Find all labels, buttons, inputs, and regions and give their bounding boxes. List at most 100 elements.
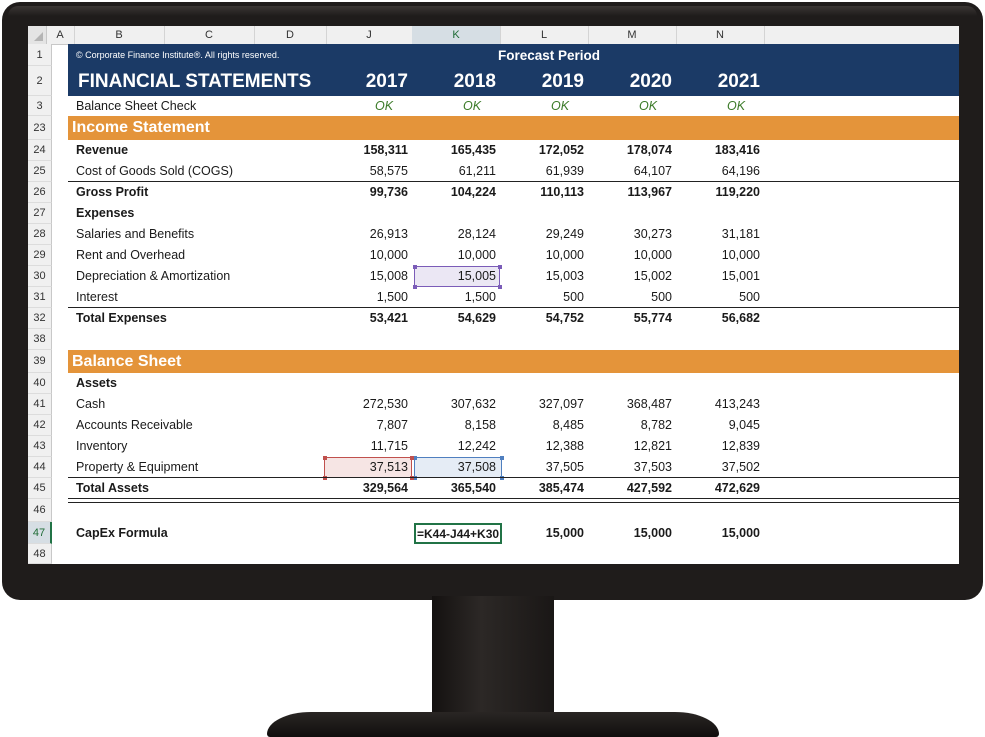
ref-handle[interactable] xyxy=(323,476,327,480)
ref-handle[interactable] xyxy=(500,456,504,460)
ref-handle[interactable] xyxy=(323,456,327,460)
total-expenses-2020: 55,774 xyxy=(633,311,672,325)
rent-2017: 10,000 xyxy=(369,248,408,262)
ref-handle[interactable] xyxy=(413,476,417,480)
row-header-47[interactable]: 47 xyxy=(28,522,52,544)
gross-profit-2021: 119,220 xyxy=(715,185,761,199)
income-statement-title: Income Statement xyxy=(72,119,210,136)
row-header-42[interactable]: 42 xyxy=(28,415,52,436)
capex-2019: 15,000 xyxy=(545,526,584,540)
monitor-stand-neck xyxy=(432,596,554,714)
total-assets-2018: 365,540 xyxy=(450,481,496,495)
column-header-a[interactable]: A xyxy=(46,26,75,44)
row-header-1[interactable]: 1 xyxy=(28,44,52,66)
column-header-d[interactable]: D xyxy=(254,26,327,44)
salaries-2017: 26,913 xyxy=(369,227,408,241)
cash-label: Cash xyxy=(76,397,106,411)
row-header-26[interactable]: 26 xyxy=(28,182,52,203)
row-header-45[interactable]: 45 xyxy=(28,478,52,499)
cash-2017: 272,530 xyxy=(362,397,408,411)
year-2017: 2017 xyxy=(365,71,408,92)
salaries-label: Salaries and Benefits xyxy=(76,227,195,241)
row-header-27[interactable]: 27 xyxy=(28,203,52,224)
inventory-2019: 12,388 xyxy=(545,439,584,453)
column-header-b[interactable]: B xyxy=(74,26,165,44)
capex-2021: 15,000 xyxy=(721,526,760,540)
page-title: FINANCIAL STATEMENTS xyxy=(78,71,312,92)
depreciation-2021: 15,001 xyxy=(721,269,760,283)
total-expenses-top-border xyxy=(68,307,959,308)
ref-handle[interactable] xyxy=(410,456,414,460)
interest-2018: 1,500 xyxy=(464,290,496,304)
ref-handle[interactable] xyxy=(413,285,417,289)
row-header-48[interactable]: 48 xyxy=(28,544,52,564)
row-header-30[interactable]: 30 xyxy=(28,266,52,287)
row-header-32[interactable]: 32 xyxy=(28,308,52,329)
row-header-31[interactable]: 31 xyxy=(28,287,52,308)
row-header-28[interactable]: 28 xyxy=(28,224,52,245)
row-header-40[interactable]: 40 xyxy=(28,373,52,394)
interest-2020: 500 xyxy=(651,290,672,304)
row-header-38[interactable]: 38 xyxy=(28,329,52,350)
revenue-2018: 165,435 xyxy=(450,143,496,157)
monitor-stand-base xyxy=(267,712,719,737)
ref-handle[interactable] xyxy=(500,476,504,480)
column-header-l[interactable]: L xyxy=(500,26,589,44)
row-header-39[interactable]: 39 xyxy=(28,350,52,373)
salaries-2020: 30,273 xyxy=(633,227,672,241)
row-header-3[interactable]: 3 xyxy=(28,96,52,116)
total-expenses-label: Total Expenses xyxy=(76,311,167,325)
ref-handle[interactable] xyxy=(498,265,502,269)
interest-2021: 500 xyxy=(739,290,760,304)
accounts-receivable-2021: 9,045 xyxy=(728,418,760,432)
column-header-k[interactable]: K xyxy=(412,26,501,46)
reference-k30[interactable] xyxy=(413,265,502,289)
select-all-corner[interactable] xyxy=(28,26,47,44)
rent-2021: 10,000 xyxy=(721,248,760,262)
row-header-23[interactable]: 23 xyxy=(28,116,52,140)
year-2018: 2018 xyxy=(453,71,496,92)
forecast-period-label: Forecast Period xyxy=(498,48,601,63)
depreciation-2019: 15,003 xyxy=(545,269,584,283)
balance-sheet-title: Balance Sheet xyxy=(72,353,182,370)
cogs-2020: 64,107 xyxy=(633,164,672,178)
row-header-2[interactable]: 2 xyxy=(28,66,52,96)
revenue-2017: 158,311 xyxy=(363,143,409,157)
total-expenses-2021: 56,682 xyxy=(721,311,760,325)
balance-check-2019: OK xyxy=(550,99,570,113)
active-cell-formula-k47[interactable]: =K44-J44+K30 xyxy=(414,523,502,544)
interest-label: Interest xyxy=(76,290,118,304)
row-header-44[interactable]: 44 xyxy=(28,457,52,478)
property-equipment-2021: 37,502 xyxy=(721,460,760,474)
interest-2017: 1,500 xyxy=(376,290,408,304)
property-equipment-2019: 37,505 xyxy=(545,460,584,474)
gross-profit-2020: 113,967 xyxy=(627,185,673,199)
ref-handle[interactable] xyxy=(410,476,414,480)
row-header-29[interactable]: 29 xyxy=(28,245,52,266)
gross-profit-2017: 99,736 xyxy=(369,185,408,199)
cogs-2021: 64,196 xyxy=(721,164,760,178)
row-header-46[interactable]: 46 xyxy=(28,499,52,522)
row-header-41[interactable]: 41 xyxy=(28,394,52,415)
column-header-j[interactable]: J xyxy=(326,26,413,44)
interest-2019: 500 xyxy=(563,290,584,304)
rent-label: Rent and Overhead xyxy=(76,248,186,262)
ref-handle[interactable] xyxy=(413,265,417,269)
rent-2020: 10,000 xyxy=(633,248,672,262)
column-header-n[interactable]: N xyxy=(676,26,765,44)
row-header-24[interactable]: 24 xyxy=(28,140,52,161)
column-header-m[interactable]: M xyxy=(588,26,677,44)
balance-check-2018: OK xyxy=(462,99,482,113)
salaries-2018: 28,124 xyxy=(457,227,496,241)
balance-check-2017: OK xyxy=(374,99,394,113)
depreciation-2020: 15,002 xyxy=(633,269,672,283)
ref-handle[interactable] xyxy=(498,285,502,289)
column-header-c[interactable]: C xyxy=(164,26,255,44)
year-2021: 2021 xyxy=(717,71,760,92)
assets-label: Assets xyxy=(76,376,117,390)
row-header-25[interactable]: 25 xyxy=(28,161,52,182)
ref-handle[interactable] xyxy=(413,456,417,460)
inventory-2021: 12,839 xyxy=(721,439,760,453)
row-header-43[interactable]: 43 xyxy=(28,436,52,457)
